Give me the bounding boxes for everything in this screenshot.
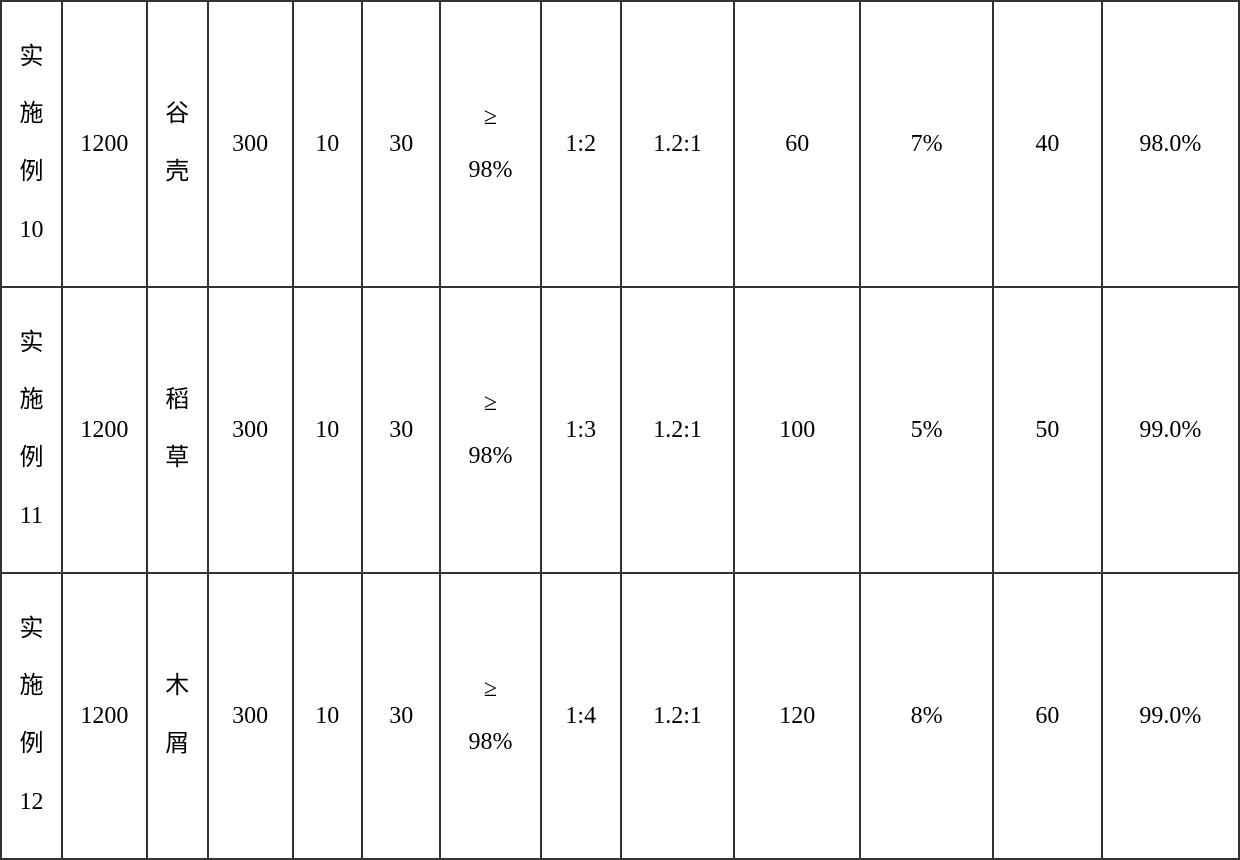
label-char: 实 <box>6 315 57 373</box>
label-char: 实 <box>6 29 57 87</box>
label-char: 11 <box>6 488 57 546</box>
label-char: 施 <box>6 86 57 144</box>
cell-material: 谷 壳 <box>147 1 208 287</box>
material-char: 谷 <box>152 86 203 144</box>
cell-c3: 300 <box>208 573 293 859</box>
cell-c11: 40 <box>993 1 1102 287</box>
label-char: 实 <box>6 601 57 659</box>
cell-c6: ≥ 98% <box>440 573 540 859</box>
table-row: 实 施 例 11 1200 稻 草 300 10 30 ≥ 98% 1:3 <box>1 287 1239 573</box>
cell-c12: 98.0% <box>1102 1 1239 287</box>
table-row: 实 施 例 10 1200 谷 壳 300 10 30 ≥ 98% 1:2 <box>1 1 1239 287</box>
cell-c7: 1:2 <box>541 1 622 287</box>
cell-c6: ≥ 98% <box>440 287 540 573</box>
label-char: 施 <box>6 658 57 716</box>
material-char: 屑 <box>152 716 203 774</box>
table-container: 实 施 例 10 1200 谷 壳 300 10 30 ≥ 98% 1:2 <box>0 0 1240 860</box>
data-table: 实 施 例 10 1200 谷 壳 300 10 30 ≥ 98% 1:2 <box>0 0 1240 860</box>
cell-c9: 100 <box>734 287 860 573</box>
label-char: 例 <box>6 144 57 202</box>
material-char: 稻 <box>152 372 203 430</box>
label-char: 10 <box>6 202 57 260</box>
cell-c1: 1200 <box>62 1 147 287</box>
ge-symbol: ≥ <box>445 663 535 716</box>
cell-c3: 300 <box>208 287 293 573</box>
material-char: 草 <box>152 430 203 488</box>
ge-symbol: ≥ <box>445 91 535 144</box>
cell-c1: 1200 <box>62 573 147 859</box>
cell-c5: 30 <box>362 573 440 859</box>
cell-c5: 30 <box>362 287 440 573</box>
ge-symbol: ≥ <box>445 377 535 430</box>
table-body: 实 施 例 10 1200 谷 壳 300 10 30 ≥ 98% 1:2 <box>1 1 1239 859</box>
cell-material: 稻 草 <box>147 287 208 573</box>
cell-c12: 99.0% <box>1102 287 1239 573</box>
material-char: 壳 <box>152 144 203 202</box>
cell-c4: 10 <box>293 573 363 859</box>
cell-c11: 60 <box>993 573 1102 859</box>
cell-c12: 99.0% <box>1102 573 1239 859</box>
row-label: 实 施 例 10 <box>1 1 62 287</box>
cell-c1: 1200 <box>62 287 147 573</box>
cell-c6: ≥ 98% <box>440 1 540 287</box>
cell-c10: 7% <box>860 1 993 287</box>
cell-c11: 50 <box>993 287 1102 573</box>
ge-value: 98% <box>445 430 535 483</box>
table-row: 实 施 例 12 1200 木 屑 300 10 30 ≥ 98% 1:4 <box>1 573 1239 859</box>
label-char: 12 <box>6 774 57 832</box>
cell-c3: 300 <box>208 1 293 287</box>
cell-material: 木 屑 <box>147 573 208 859</box>
cell-c8: 1.2:1 <box>621 1 734 287</box>
cell-c4: 10 <box>293 287 363 573</box>
cell-c4: 10 <box>293 1 363 287</box>
cell-c9: 120 <box>734 573 860 859</box>
cell-c5: 30 <box>362 1 440 287</box>
label-char: 例 <box>6 716 57 774</box>
row-label: 实 施 例 12 <box>1 573 62 859</box>
label-char: 例 <box>6 430 57 488</box>
material-char: 木 <box>152 658 203 716</box>
cell-c7: 1:4 <box>541 573 622 859</box>
cell-c8: 1.2:1 <box>621 573 734 859</box>
row-label: 实 施 例 11 <box>1 287 62 573</box>
ge-value: 98% <box>445 144 535 197</box>
cell-c7: 1:3 <box>541 287 622 573</box>
cell-c10: 8% <box>860 573 993 859</box>
cell-c8: 1.2:1 <box>621 287 734 573</box>
ge-value: 98% <box>445 716 535 769</box>
cell-c10: 5% <box>860 287 993 573</box>
cell-c9: 60 <box>734 1 860 287</box>
label-char: 施 <box>6 372 57 430</box>
